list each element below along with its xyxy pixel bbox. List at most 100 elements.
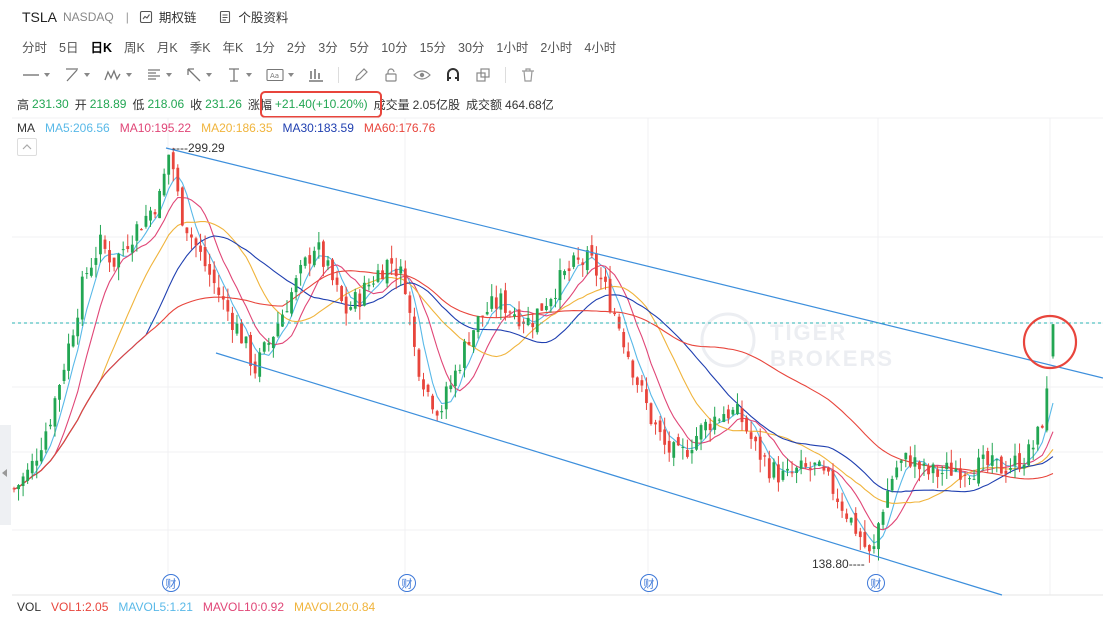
candle-body bbox=[485, 311, 489, 315]
candle-body bbox=[676, 437, 680, 446]
ma-legend[interactable]: MA MA5:206.56 MA10:195.22 MA20:186.35 MA… bbox=[17, 119, 445, 137]
candle-body bbox=[453, 370, 457, 387]
candle-body bbox=[672, 442, 676, 458]
candle-body bbox=[836, 498, 839, 503]
lock-tool[interactable] bbox=[383, 65, 399, 85]
earnings-badge bbox=[398, 574, 416, 592]
period-tab[interactable]: 30分 bbox=[458, 40, 485, 55]
pencil-icon bbox=[355, 68, 368, 81]
period-tab[interactable]: 年K bbox=[222, 40, 244, 55]
stock-profile-link[interactable]: 个股资料 bbox=[218, 7, 288, 26]
candle-body bbox=[108, 250, 111, 263]
text-tool[interactable]: Aa bbox=[266, 65, 294, 85]
candle-body bbox=[130, 244, 134, 253]
candle-body bbox=[212, 269, 216, 284]
period-tab[interactable]: 季K bbox=[189, 40, 211, 55]
candle-body bbox=[813, 462, 817, 465]
option-chain-icon bbox=[139, 10, 152, 23]
candle-body bbox=[99, 234, 102, 255]
period-tab[interactable]: 4小时 bbox=[584, 40, 617, 55]
trash-icon bbox=[522, 68, 534, 82]
magnet-tool[interactable] bbox=[445, 65, 461, 85]
period-tab[interactable]: 月K bbox=[156, 40, 178, 55]
candle-body bbox=[472, 330, 475, 348]
candle-body bbox=[271, 336, 275, 349]
fib-tool[interactable] bbox=[146, 65, 172, 85]
pencil-tool[interactable] bbox=[353, 65, 369, 85]
candle-body bbox=[654, 422, 657, 425]
candle-body bbox=[126, 246, 130, 250]
period-tab[interactable]: 日K bbox=[90, 40, 112, 55]
candle-body bbox=[226, 300, 230, 312]
low-value: 218.06 bbox=[147, 97, 185, 111]
wave-tool[interactable] bbox=[104, 65, 132, 85]
candle-body bbox=[62, 369, 66, 381]
candle-body bbox=[317, 242, 321, 250]
candle-body bbox=[253, 361, 257, 374]
candle-body bbox=[467, 342, 471, 345]
option-chain-link[interactable]: 期权链 bbox=[139, 7, 196, 26]
candle-body bbox=[1040, 425, 1044, 428]
period-tab[interactable]: 1分 bbox=[255, 40, 275, 55]
mavol20-value: MAVOL20:0.84 bbox=[294, 600, 376, 614]
period-tab[interactable]: 3分 bbox=[318, 40, 338, 55]
delete-tool[interactable] bbox=[520, 65, 536, 85]
candle-body bbox=[572, 255, 576, 267]
measure-tool[interactable] bbox=[226, 65, 252, 85]
line-tool[interactable] bbox=[22, 65, 50, 85]
candle-body bbox=[381, 270, 384, 280]
candle-body bbox=[822, 466, 826, 471]
candle-body bbox=[153, 212, 157, 215]
ma20-value: MA20:186.35 bbox=[201, 121, 273, 135]
candle-body bbox=[922, 463, 926, 466]
stock-profile-label: 个股资料 bbox=[238, 11, 289, 25]
candle-body bbox=[221, 296, 225, 300]
layers-tool[interactable] bbox=[475, 65, 491, 85]
trend-tool[interactable] bbox=[64, 65, 90, 85]
candle-body bbox=[531, 322, 535, 328]
arrow-tool[interactable] bbox=[186, 65, 212, 85]
candle-body bbox=[490, 296, 494, 309]
collapse-legend-button[interactable] bbox=[17, 138, 37, 156]
candle-body bbox=[30, 460, 34, 474]
candle-body bbox=[180, 187, 184, 226]
vol-legend[interactable]: VOL VOL1:2.05 MAVOL5:1.21 MAVOL10:0.92 M… bbox=[17, 598, 385, 616]
candle-body bbox=[58, 384, 61, 400]
candle-body bbox=[372, 283, 375, 285]
eye-tool[interactable] bbox=[413, 65, 431, 85]
candle-body bbox=[440, 411, 444, 413]
candle-body bbox=[968, 478, 971, 480]
candle-body bbox=[649, 403, 653, 425]
period-tab[interactable]: 5分 bbox=[349, 40, 370, 55]
candle-body bbox=[103, 239, 107, 249]
period-tab[interactable]: 2分 bbox=[286, 40, 307, 55]
candle-body bbox=[399, 266, 403, 274]
left-scroll-handle[interactable] bbox=[0, 425, 11, 525]
period-tab[interactable]: 5日 bbox=[59, 40, 79, 55]
candle-body bbox=[544, 305, 548, 311]
toolbar-divider bbox=[338, 67, 339, 83]
candle-body bbox=[494, 297, 498, 309]
period-tab[interactable]: 分时 bbox=[22, 40, 48, 55]
exchange-name: NASDAQ bbox=[63, 9, 114, 24]
candle-body bbox=[840, 501, 844, 511]
candle-body bbox=[608, 278, 612, 313]
period-tab[interactable]: 2小时 bbox=[540, 40, 573, 55]
top-bar: TSLA NASDAQ | 期权链 个股资料 bbox=[0, 0, 1103, 33]
candle-body bbox=[540, 303, 544, 311]
candle-body bbox=[808, 467, 812, 470]
period-tab[interactable]: 周K bbox=[124, 40, 145, 55]
candle-body bbox=[626, 351, 630, 358]
candle-body bbox=[249, 334, 252, 366]
candle-body bbox=[749, 432, 753, 439]
period-tab[interactable]: 10分 bbox=[381, 40, 408, 55]
candle-body bbox=[35, 460, 39, 466]
period-tab[interactable]: 1小时 bbox=[496, 40, 529, 55]
indicator-tool[interactable] bbox=[308, 65, 324, 85]
chevron-down-icon bbox=[166, 73, 172, 77]
period-tab[interactable]: 15分 bbox=[419, 40, 446, 55]
candle-body bbox=[736, 404, 739, 415]
candle-body bbox=[772, 462, 776, 478]
candle-body bbox=[872, 546, 876, 549]
